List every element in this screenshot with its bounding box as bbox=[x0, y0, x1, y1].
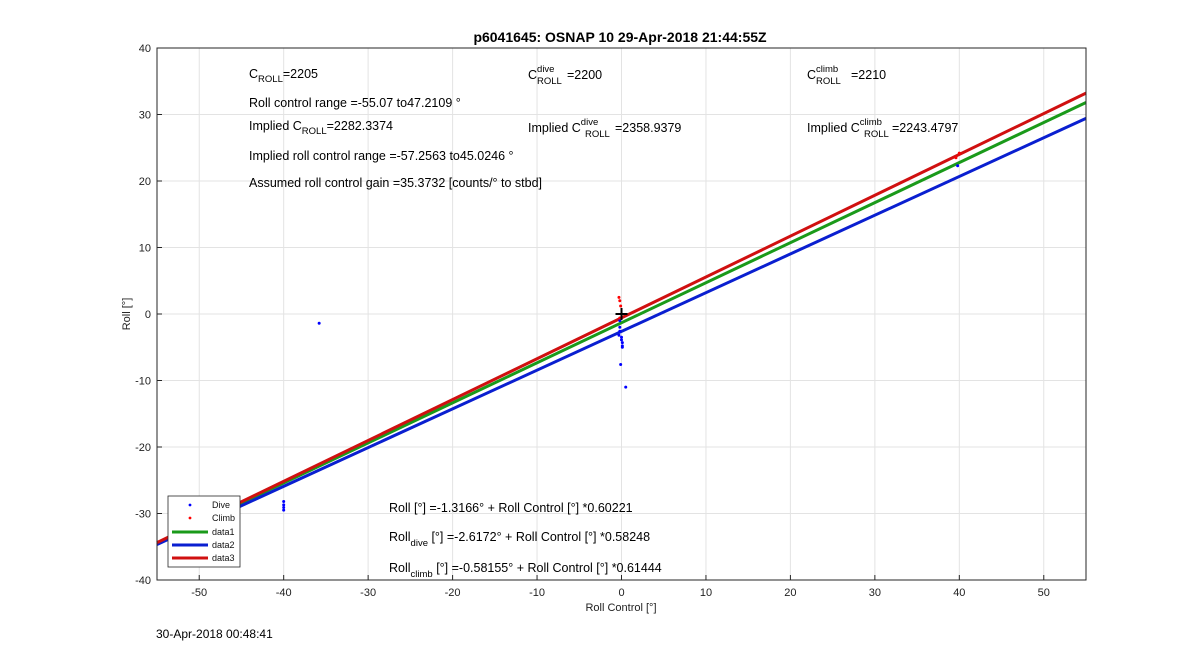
y-tick-label: -40 bbox=[135, 575, 151, 587]
y-tick-label: 20 bbox=[139, 176, 151, 188]
annotation-implied-range: Implied roll control range =-57.2563 to4… bbox=[249, 149, 514, 163]
data-point-dive bbox=[617, 333, 621, 337]
x-tick-label: 40 bbox=[953, 587, 965, 599]
data-point-dive bbox=[317, 321, 321, 325]
series-layer bbox=[156, 91, 1087, 546]
y-axis-label: Roll [°] bbox=[121, 298, 133, 331]
footer-timestamp: 30-Apr-2018 00:48:41 bbox=[156, 627, 273, 641]
data-point-climb bbox=[957, 151, 961, 155]
chart-title: p6041645: OSNAP 10 29-Apr-2018 21:44:55Z bbox=[473, 29, 767, 45]
annotation-gain: Assumed roll control gain =35.3732 [coun… bbox=[249, 176, 542, 190]
x-tick-label: -50 bbox=[191, 587, 207, 599]
data-point-dive bbox=[624, 385, 628, 389]
data-point-dive bbox=[620, 335, 623, 339]
legend: Dive Climb data1 data2 data3 bbox=[167, 495, 241, 568]
annotation-implied-cclimb: Implied Cclimb ROLL =2243.4797 bbox=[807, 117, 958, 140]
data-point-dive bbox=[282, 500, 286, 504]
annotation-implied-cdive: Implied Cdive ROLL =2358.9379 bbox=[528, 117, 681, 140]
x-tick-label: 0 bbox=[618, 587, 624, 599]
x-tick-label: 20 bbox=[784, 587, 796, 599]
fit-equation-all: Roll [°] =-1.3166° + Roll Control [°] *0… bbox=[389, 501, 633, 515]
y-tick-label: 0 bbox=[145, 309, 151, 321]
annotation-roll-control-range: Roll control range =-55.07 to47.2109 ° bbox=[249, 96, 461, 110]
legend-data3-label: data3 bbox=[212, 553, 235, 563]
y-tick-label: -30 bbox=[135, 509, 151, 521]
y-tick-label: 30 bbox=[139, 110, 151, 122]
x-tick-label: 10 bbox=[700, 587, 712, 599]
data-point-climb bbox=[617, 295, 621, 299]
data-point-dive bbox=[618, 325, 622, 329]
data-point-dive bbox=[618, 329, 622, 333]
y-tick-label: -20 bbox=[135, 442, 151, 454]
annotation-cclimb: Cclimb ROLL =2210 bbox=[807, 64, 886, 87]
legend-climb-label: Climb bbox=[212, 513, 235, 523]
fit-equation-climb: Rollclimb [°] =-0.58155° + Roll Control … bbox=[389, 561, 662, 580]
annotation-implied-croll: Implied CROLL=2282.3374 bbox=[249, 119, 393, 137]
data-point-dive bbox=[620, 341, 624, 345]
annotation-croll: CROLL=2205 bbox=[249, 67, 318, 85]
data-point-climb bbox=[619, 304, 623, 308]
annotation-cdive: Cdive ROLL =2200 bbox=[528, 64, 602, 87]
x-tick-label: -40 bbox=[276, 587, 292, 599]
data-point-climb bbox=[618, 299, 622, 303]
x-axis-label: Roll Control [°] bbox=[585, 602, 656, 614]
x-tick-label: 50 bbox=[1038, 587, 1050, 599]
fit-equation-dive: Rolldive [°] =-2.6172° + Roll Control [°… bbox=[389, 530, 650, 549]
data-point-dive bbox=[282, 506, 286, 510]
legend-data1-label: data1 bbox=[212, 527, 235, 537]
x-tick-label: -30 bbox=[360, 587, 376, 599]
legend-climb-marker bbox=[188, 516, 192, 520]
data-point-dive bbox=[619, 363, 623, 367]
data-point-dive bbox=[282, 508, 286, 512]
data-point-dive bbox=[956, 164, 960, 168]
fit-line-data1 bbox=[156, 101, 1087, 545]
fit-line-data2 bbox=[156, 117, 1087, 546]
y-tick-label: 40 bbox=[139, 43, 151, 55]
x-tick-label: -10 bbox=[529, 587, 545, 599]
data-point-dive bbox=[620, 338, 623, 342]
y-tick-label: 10 bbox=[139, 243, 151, 255]
y-tick-label: -10 bbox=[135, 376, 151, 388]
data-point-climb bbox=[954, 156, 958, 160]
axis-ticks: -50 -40 -30 -20 -10 0 10 20 30 40 50 40 30 20 10 0 -10 -2… bbox=[135, 43, 1050, 599]
x-tick-label: 30 bbox=[869, 587, 881, 599]
data-point-dive bbox=[620, 345, 624, 349]
x-tick-label: -20 bbox=[445, 587, 461, 599]
data-point-dive bbox=[282, 503, 286, 507]
legend-data2-label: data2 bbox=[212, 540, 235, 550]
legend-dive-label: Dive bbox=[212, 500, 230, 510]
legend-dive-marker bbox=[188, 503, 192, 507]
